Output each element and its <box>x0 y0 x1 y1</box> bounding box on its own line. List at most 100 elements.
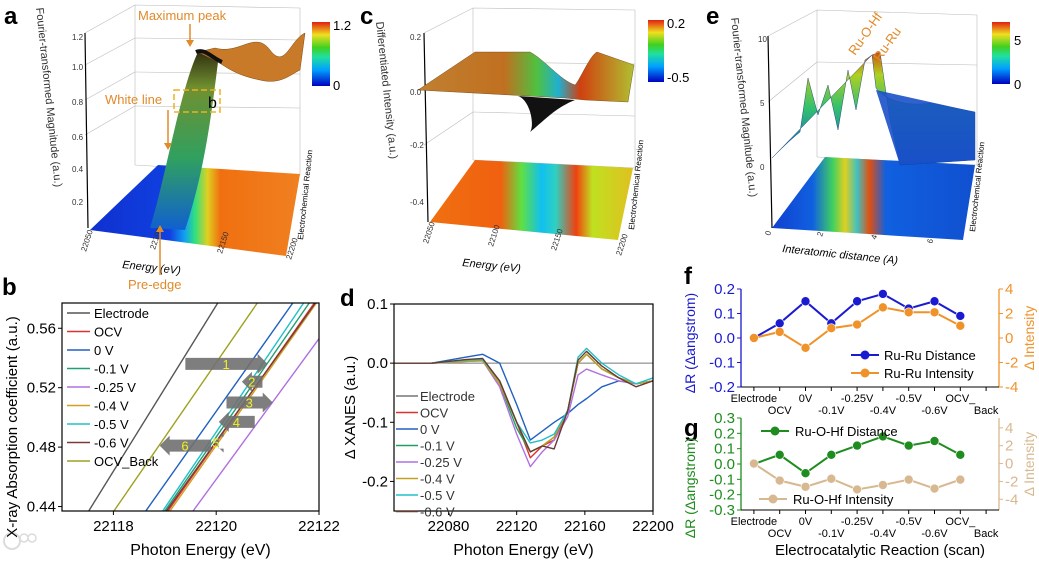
x-tick-label: 22160 <box>564 518 606 535</box>
data-point <box>903 307 914 318</box>
legend-marker <box>860 368 870 378</box>
y-tick-label: -0.2 <box>709 379 735 396</box>
panel-label-a: a <box>4 3 18 30</box>
series-line-Electrode <box>88 303 219 511</box>
panel-a-z-ticks: 1.2 1.0 0.8 0.6 0.4 0.2 <box>72 33 84 207</box>
x-tick-label: -0.5V <box>896 516 923 528</box>
data-point <box>878 480 888 490</box>
plot-frame <box>393 303 654 512</box>
data-point <box>852 296 862 307</box>
panel-a-peak-ridge <box>195 49 223 64</box>
x-tick-label: Back <box>974 405 999 417</box>
data-point <box>878 289 888 299</box>
y-tick-label: 0.0 <box>367 355 388 372</box>
y-tick-label: 0.0 <box>714 330 735 347</box>
shift-arrow <box>241 371 263 392</box>
y2-tick-label: -4 <box>1005 379 1018 396</box>
legend-label: -0.25 V <box>94 380 136 395</box>
z-tick: 1.0 <box>72 63 84 72</box>
data-point <box>774 327 785 337</box>
panel-a-3d-surface: a 1.2 0 1.2 1.0 0.8 0.6 0.4 0.2 22050 22… <box>4 3 351 292</box>
shift-arrow-label: 6 <box>181 439 188 454</box>
z-tick: -0.4 <box>410 198 424 207</box>
data-point <box>955 311 966 321</box>
x-tick: 0 <box>763 229 773 237</box>
y-tick-label: -0.1 <box>362 414 388 431</box>
y2-tick-label: 2 <box>1005 438 1013 455</box>
panel-label-f: f <box>684 263 693 290</box>
x-tick-label: 0V <box>799 516 813 528</box>
y-tick-label: -0.2 <box>362 473 388 490</box>
x-axis-label: Electrocatalytic Reaction (scan) <box>775 542 985 559</box>
data-point <box>800 481 811 492</box>
x-tick-label: OCV <box>768 405 793 417</box>
shift-arrow-label: 3 <box>246 396 253 411</box>
y2-axis-label: Δ Intensity <box>1021 306 1037 371</box>
panel-c-z-ticks: 0.2 0.0 -0.2 -0.4 <box>410 33 424 207</box>
x-tick-label: 22122 <box>298 518 340 535</box>
panel-e-z-ticks: 10 5 0 <box>758 35 767 172</box>
series-line--0.25V <box>192 338 319 511</box>
y-tick-label: -0.3 <box>709 502 735 519</box>
colorbar-min-label: 0 <box>1014 77 1021 92</box>
panel-c-3d-surface: c 0.2 -0.5 0.2 0.0 -0.2 -0.4 22050 22100… <box>360 3 689 275</box>
series-lines <box>88 303 319 511</box>
x-tick-label: -0.25V <box>841 393 874 405</box>
series-line--0.4V <box>394 353 654 453</box>
panel-a-floor-heatmap <box>90 165 300 256</box>
data-point <box>852 440 862 451</box>
y-axis-label: ΔR (Δangstrom) <box>682 438 698 538</box>
shift-arrow-label: 5 <box>212 436 219 451</box>
z-tick: 0.2 <box>410 33 422 42</box>
x-tick-label: Back <box>974 528 999 540</box>
panel-c-floor-heatmap <box>430 160 633 240</box>
panel-a-z-axis <box>84 32 89 229</box>
panel-label-g: g <box>684 415 699 442</box>
data-point <box>826 323 837 334</box>
series-line-0V <box>145 303 294 511</box>
chart-b: b 1 2 345 6 0.44 0.48 0.52 0.56 22118 22120 22122 Ph… <box>2 274 340 559</box>
colorbar-max-label: 0.2 <box>667 16 685 31</box>
panel-c-z-label: Differentiated Intensity (a.u.) <box>373 21 399 159</box>
legend-label: -0.1 V <box>420 439 455 454</box>
panel-c-z-axis <box>423 32 429 223</box>
data-point <box>826 449 837 460</box>
y-tick-label: 0.1 <box>714 441 735 458</box>
panel-c-x-label: Energy (eV) <box>462 257 522 275</box>
y2-tick-label: 0 <box>1005 330 1013 347</box>
panel-e-floor-heatmap <box>772 157 975 240</box>
x-tick-label: -0.25V <box>841 516 874 528</box>
panel-c-surface <box>417 51 635 103</box>
z-tick: 10 <box>758 35 767 44</box>
y-tick-label: 0.52 <box>27 380 56 397</box>
panel-a-colorbar <box>312 22 330 86</box>
shift-arrow-label: 4 <box>233 415 240 430</box>
legend-marker <box>770 426 780 436</box>
y-tick-label: 0.44 <box>27 499 56 516</box>
z-tick: -0.2 <box>410 141 424 150</box>
y-tick-label: 0.2 <box>714 281 735 298</box>
x-tick-label: -0.6V <box>921 405 948 417</box>
shift-arrow <box>218 411 255 432</box>
data-point <box>800 468 811 479</box>
data-point <box>878 431 888 442</box>
panel-label-c: c <box>360 3 373 30</box>
chart-d: d 0.1 0.0 -0.1 -0.2 22080 22120 22160 22200 Photo… <box>340 285 674 559</box>
panel-c-negative-dip <box>518 96 575 132</box>
z-tick: 0.0 <box>410 88 422 97</box>
x-tick-label: 22118 <box>93 518 134 535</box>
panel-a-x-label: Energy (eV) <box>122 259 182 277</box>
y-axis-label: X-ray Absorption coefficient (a.u.) <box>4 316 21 538</box>
x-axis-label: Photon Energy (eV) <box>130 542 271 559</box>
y2-tick-label: 0 <box>1005 456 1013 473</box>
panel-label-b: b <box>2 274 17 301</box>
colorbar-min-label: -0.5 <box>667 70 689 85</box>
legend-label: -0.25 V <box>420 455 462 470</box>
legend-label: -0.5 V <box>420 488 455 503</box>
inset-b-label: b <box>208 95 217 112</box>
y-tick-label: 0.2 <box>714 425 735 442</box>
panel-e-z-axis <box>767 35 773 229</box>
